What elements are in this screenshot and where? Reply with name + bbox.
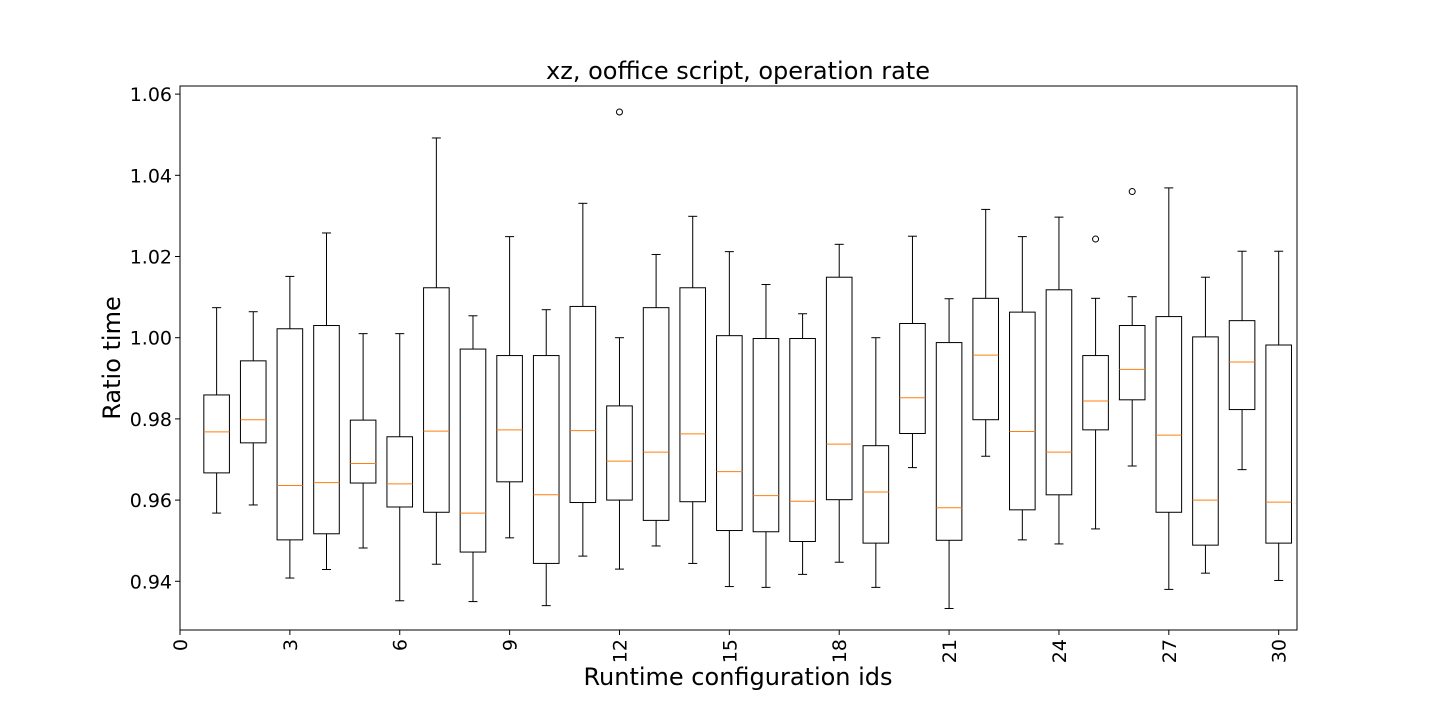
box-30 [1265, 250, 1292, 581]
box-6 [386, 333, 414, 602]
box-body [276, 328, 304, 541]
box-body [716, 335, 743, 532]
box-12 [606, 108, 633, 570]
plot-frame [179, 85, 1298, 631]
box-2 [239, 311, 267, 506]
box-body [1228, 320, 1256, 411]
box-body [642, 307, 670, 521]
box-25 [1082, 235, 1109, 530]
x-tick-label: 30 [1269, 639, 1291, 663]
x-tick-label: 27 [1159, 639, 1181, 663]
box-3 [276, 275, 304, 579]
box-body [349, 419, 377, 484]
x-tick-label: 21 [939, 639, 961, 663]
box-19 [862, 337, 890, 588]
box-body [239, 360, 267, 444]
box-body [203, 394, 230, 474]
box-body [862, 445, 890, 544]
x-tick-label: 9 [500, 639, 522, 651]
x-tick-label: 15 [719, 639, 741, 663]
box-11 [569, 202, 597, 557]
box-body [1265, 344, 1292, 544]
y-tick-label: 1.00 [130, 328, 172, 350]
box-5 [349, 333, 377, 549]
box-4 [313, 232, 340, 571]
y-tick-label: 1.02 [130, 247, 172, 269]
y-tick-label: 0.94 [130, 571, 172, 593]
box-body [1118, 325, 1146, 401]
x-tick-label: 0 [170, 639, 192, 651]
y-tick-label: 0.98 [130, 409, 172, 431]
y-tick-label: 0.96 [130, 490, 172, 512]
box-body [972, 297, 1000, 421]
x-tick-label: 3 [280, 639, 302, 651]
box-13 [642, 253, 670, 547]
box-body [1082, 355, 1109, 431]
box-body [825, 276, 853, 501]
y-axis-title: Ratio time [98, 296, 126, 419]
box-10 [532, 309, 560, 607]
y-axis: 0.94 0.96 0.98 1.00 1.02 1.04 1.06 [130, 84, 180, 593]
box-body [899, 322, 926, 435]
box-22 [972, 208, 1000, 457]
box-27 [1155, 187, 1183, 590]
box-29 [1228, 250, 1256, 471]
outlier-point [1128, 188, 1136, 196]
box-body [606, 405, 633, 501]
box-body [1192, 336, 1219, 546]
outlier-point [615, 108, 623, 116]
box-16 [752, 284, 780, 588]
box-body [423, 287, 450, 513]
box-body [1155, 316, 1183, 513]
box-body [789, 338, 816, 542]
box-14 [679, 215, 707, 564]
box-body [1045, 289, 1073, 496]
box-body [935, 342, 963, 541]
box-26 [1118, 188, 1146, 467]
box-7 [423, 137, 450, 565]
x-tick-label: 24 [1049, 639, 1071, 663]
box-17 [789, 313, 816, 575]
box-1 [203, 307, 230, 514]
box-body [313, 325, 340, 535]
x-axis: 0 3 6 9 12 15 18 21 24 27 30 [170, 630, 1291, 663]
box-body [569, 305, 597, 504]
box-24 [1045, 216, 1073, 545]
box-8 [459, 315, 487, 603]
box-28 [1192, 276, 1219, 574]
plot-area [203, 108, 1292, 609]
y-tick-label: 1.04 [130, 165, 172, 187]
box-body [459, 348, 487, 553]
box-9 [496, 236, 523, 539]
chart-title: xz, ooffice script, operation rate [546, 57, 930, 85]
box-body [496, 355, 523, 483]
box-body [532, 355, 560, 564]
x-tick-label: 12 [609, 639, 631, 663]
box-body [752, 338, 780, 533]
x-tick-label: 18 [829, 639, 851, 663]
x-axis-title: Runtime configuration ids [583, 663, 892, 691]
box-body [386, 436, 414, 508]
box-body [679, 287, 707, 503]
box-15 [716, 251, 743, 588]
y-tick-label: 1.06 [130, 84, 172, 106]
box-21 [935, 298, 963, 609]
outlier-point [1092, 235, 1100, 243]
box-20 [899, 235, 926, 469]
box-23 [1009, 236, 1036, 541]
box-18 [825, 243, 853, 563]
x-tick-label: 6 [390, 639, 412, 651]
box-body [1009, 311, 1036, 511]
